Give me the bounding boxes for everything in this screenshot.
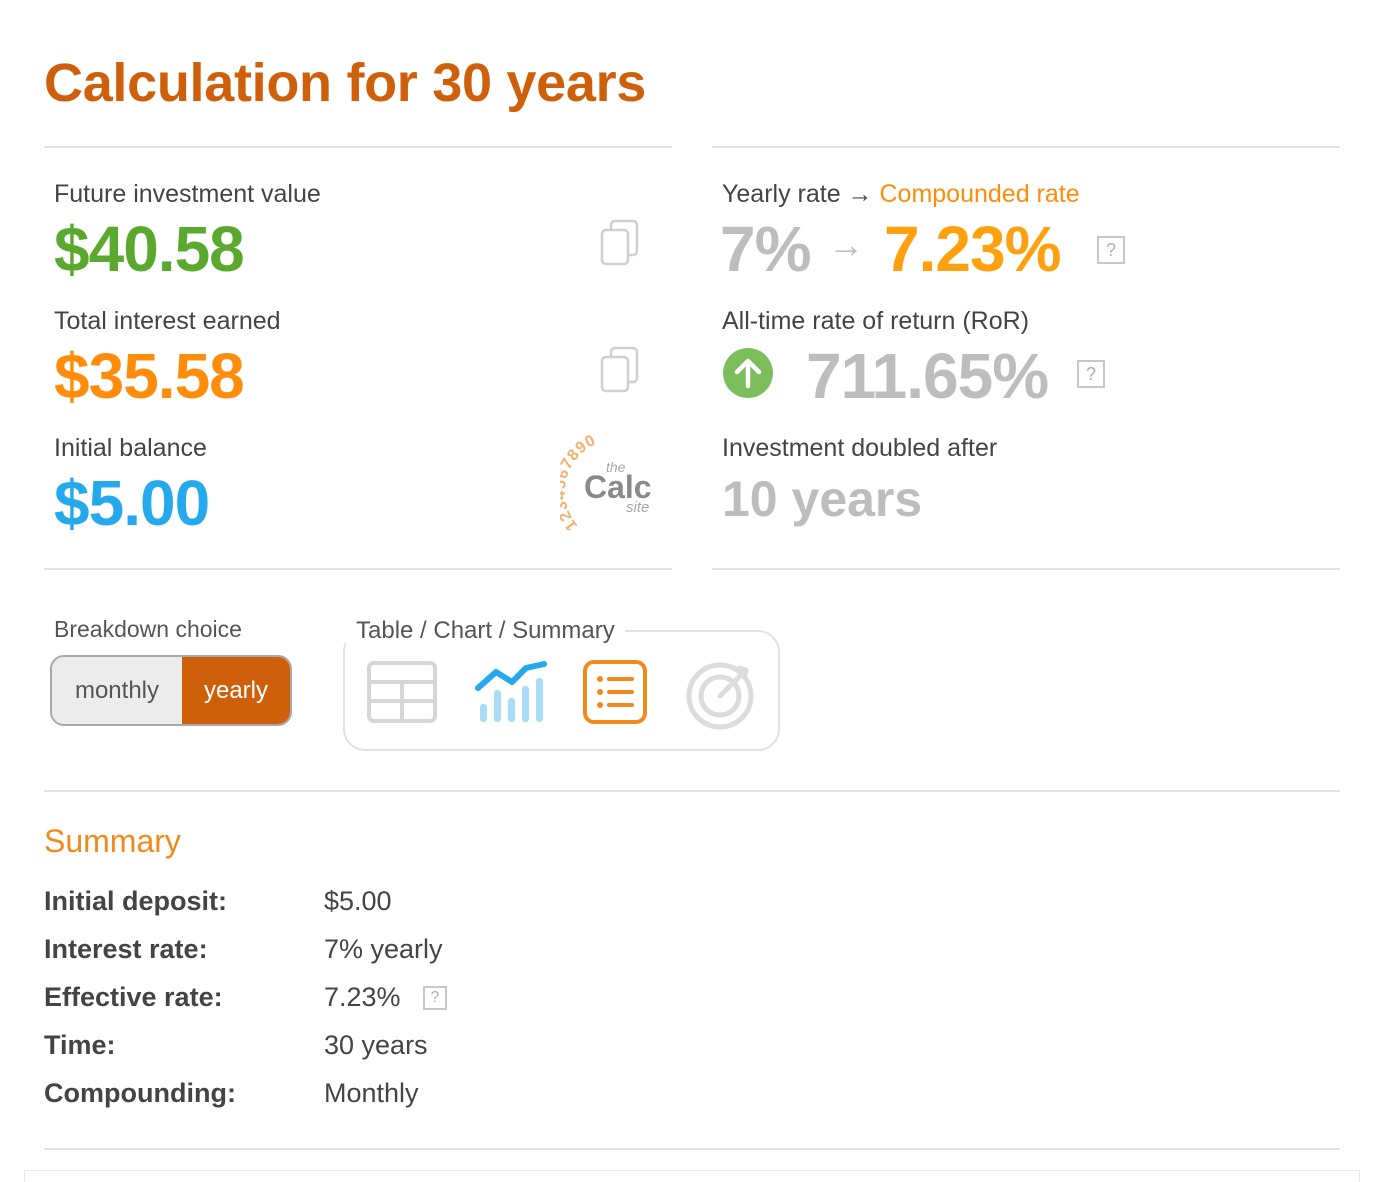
compounded-rate-value: 7.23% bbox=[884, 213, 1061, 285]
initial-balance-value: $5.00 bbox=[54, 467, 210, 539]
doubled-label: Investment doubled after bbox=[722, 434, 998, 462]
arrow-up-circle-icon bbox=[723, 348, 773, 398]
ror-value: 711.65% bbox=[806, 340, 1049, 412]
summary-value: 7% yearly bbox=[324, 934, 443, 964]
divider bbox=[44, 1148, 1340, 1150]
yearly-rate-value: 7% bbox=[720, 213, 811, 285]
divider bbox=[712, 568, 1340, 570]
summary-key: Time: bbox=[44, 1030, 116, 1060]
the-calc-site-logo: 1234567890 the Calc site bbox=[560, 432, 652, 530]
ror-label: All-time rate of return (RoR) bbox=[722, 307, 1030, 335]
help-icon[interactable]: ? bbox=[423, 986, 447, 1010]
summary-value: $5.00 bbox=[324, 886, 392, 916]
summary-icon[interactable] bbox=[582, 659, 648, 725]
summary-key: Interest rate: bbox=[44, 934, 208, 964]
help-icon[interactable]: ? bbox=[1097, 236, 1125, 264]
breakdown-label: Breakdown choice bbox=[54, 616, 242, 642]
page-title: Calculation for 30 years bbox=[44, 53, 647, 113]
doubled-value: 10 years bbox=[722, 471, 923, 527]
interest-earned-value: $35.58 bbox=[54, 340, 245, 412]
future-value: $40.58 bbox=[54, 213, 245, 285]
summary-value: Monthly bbox=[324, 1078, 419, 1108]
summary-title: Summary bbox=[44, 823, 181, 859]
svg-text:site: site bbox=[626, 499, 649, 516]
goal-icon[interactable] bbox=[684, 658, 758, 730]
summary-key: Compounding: bbox=[44, 1078, 236, 1108]
view-selector-legend: Table / Chart / Summary bbox=[346, 617, 625, 645]
copy-icon[interactable] bbox=[599, 345, 643, 395]
summary-value: 7.23% bbox=[324, 982, 401, 1012]
initial-balance-label: Initial balance bbox=[54, 434, 207, 462]
summary-value: 30 years bbox=[324, 1030, 428, 1060]
monthly-option[interactable]: monthly bbox=[52, 657, 182, 724]
summary-key: Initial deposit: bbox=[44, 886, 228, 916]
breakdown-toggle[interactable]: monthly yearly bbox=[50, 655, 292, 726]
yearly-option[interactable]: yearly bbox=[182, 657, 290, 724]
svg-text:the: the bbox=[606, 459, 626, 475]
future-value-label: Future investment value bbox=[54, 180, 321, 208]
svg-text:Calc: Calc bbox=[584, 469, 652, 505]
summary-key: Effective rate: bbox=[44, 982, 223, 1012]
arrow-right-icon: → bbox=[828, 224, 864, 265]
interest-earned-label: Total interest earned bbox=[54, 307, 281, 335]
divider bbox=[44, 568, 672, 570]
help-icon[interactable]: ? bbox=[1077, 360, 1105, 388]
divider bbox=[712, 146, 1340, 148]
divider bbox=[44, 790, 1340, 792]
rate-label: Yearly rate → Compounded rate bbox=[722, 180, 1080, 208]
divider bbox=[44, 146, 672, 148]
copy-icon[interactable] bbox=[599, 218, 643, 268]
table-icon[interactable] bbox=[366, 660, 438, 724]
next-section-edge bbox=[24, 1170, 1360, 1182]
chart-icon[interactable] bbox=[474, 660, 548, 724]
